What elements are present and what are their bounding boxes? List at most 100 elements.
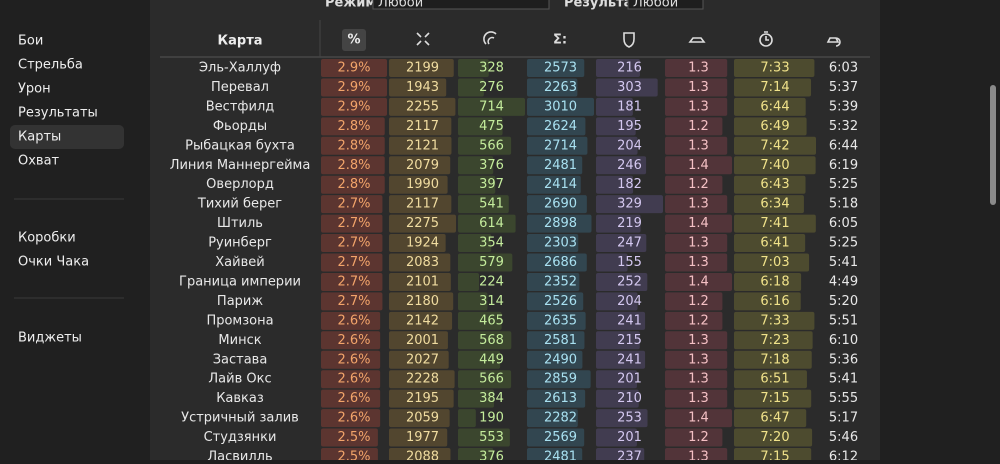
cell-bar <box>527 428 585 447</box>
cell-value: 314 <box>479 294 504 309</box>
column-header[interactable]: % <box>347 33 360 48</box>
icon-timer[interactable] <box>759 33 773 47</box>
cell-bar <box>321 214 383 233</box>
cell-value: 1943 <box>406 80 439 95</box>
cell-value: 6:18 <box>760 274 789 289</box>
cell-bar <box>389 331 448 350</box>
icon-tank[interactable] <box>688 37 706 43</box>
cell-value: 5:46 <box>829 430 858 445</box>
cell-value: 204 <box>617 138 642 153</box>
select-value[interactable]: Любой <box>633 0 678 11</box>
menu-item[interactable]: Бои <box>18 34 43 49</box>
cell-value: 2059 <box>406 411 439 426</box>
cell-value: 2275 <box>406 216 439 231</box>
cell-value: 2.7% <box>337 294 370 309</box>
cell-value: 6:03 <box>829 61 858 76</box>
cell-value: 2573 <box>544 61 577 76</box>
select[interactable] <box>627 0 704 10</box>
cell-bar <box>665 136 728 155</box>
cell-bar <box>734 175 806 194</box>
cell-bar <box>458 156 494 175</box>
cell-bar <box>527 292 584 311</box>
menu-item[interactable]: Стрельба <box>18 58 83 73</box>
menu-item[interactable]: Очки Чака <box>18 255 89 270</box>
cell-value: 2481 <box>544 158 577 173</box>
cell-value: 2490 <box>544 352 577 367</box>
cell-bar <box>389 175 448 194</box>
cell-value: 541 <box>479 197 504 212</box>
map-name: Минск <box>218 333 261 348</box>
cell-value: 1990 <box>406 177 439 192</box>
cell-bar <box>734 195 804 214</box>
cell-value: 246 <box>617 158 642 173</box>
column-header[interactable]: Σ: <box>553 33 567 48</box>
cell-value: 237 <box>617 450 642 461</box>
cell-bar <box>321 117 385 136</box>
cell-value: 1.3 <box>688 236 709 251</box>
cell-bar <box>389 117 452 136</box>
cell-value: 253 <box>617 411 642 426</box>
cell-value: 181 <box>617 99 642 114</box>
cell-bar <box>458 117 503 136</box>
cell-value: 329 <box>617 197 642 212</box>
cell-bar <box>665 175 723 194</box>
cell-bar <box>527 370 591 389</box>
cell-value: 2088 <box>406 450 439 461</box>
cell-value: 2526 <box>544 294 577 309</box>
cell-value: 2303 <box>544 236 577 251</box>
cell-value: 215 <box>617 333 642 348</box>
cell-value: 475 <box>479 119 504 134</box>
sort-indicator <box>342 29 366 51</box>
icon-shield[interactable] <box>623 32 635 48</box>
icon-timer-hand[interactable] <box>764 31 769 41</box>
cell-bar <box>458 331 512 350</box>
select-value[interactable]: Любой <box>378 0 423 11</box>
cell-value: 5:37 <box>829 80 858 95</box>
cell-value: 5:17 <box>829 411 858 426</box>
cell-value: 2859 <box>544 372 577 387</box>
menu-item[interactable]: Коробки <box>18 231 76 246</box>
cell-value: 1.3 <box>688 197 709 212</box>
cell-value: 1.4 <box>688 411 709 426</box>
scrollbar[interactable] <box>990 85 996 205</box>
menu-item[interactable]: Виджеты <box>18 331 82 346</box>
cell-value: 1.3 <box>688 80 709 95</box>
cell-value: 376 <box>479 450 504 461</box>
cell-value: 5:20 <box>829 294 858 309</box>
cell-bar <box>527 311 586 330</box>
menu-item[interactable]: Результаты <box>18 106 98 121</box>
cell-value: 354 <box>479 236 504 251</box>
cell-bar <box>458 311 502 330</box>
cell-value: 6:05 <box>829 216 858 231</box>
cell-bar <box>665 59 728 77</box>
map-name: Устричный залив <box>181 411 299 426</box>
cell-value: 579 <box>479 255 504 270</box>
icon-survive[interactable] <box>826 37 841 47</box>
menu-item[interactable]: Карты <box>18 130 61 145</box>
cell-value: 224 <box>479 274 504 289</box>
cell-value: 2414 <box>544 177 577 192</box>
cell-bar <box>734 389 812 408</box>
cell-value: 7:33 <box>760 61 789 76</box>
column-header[interactable]: Карта <box>217 34 262 49</box>
map-name: Перевал <box>211 80 269 95</box>
cell-bar <box>527 136 588 155</box>
cell-value: 2624 <box>544 119 577 134</box>
cell-bar <box>527 389 586 408</box>
cell-value: 1.3 <box>688 138 709 153</box>
cell-bar <box>389 156 451 175</box>
menu-item[interactable]: Урон <box>18 82 51 97</box>
cell-bar <box>527 272 580 291</box>
menu-item[interactable]: Охват <box>18 154 60 169</box>
cell-value: 6:44 <box>760 99 789 114</box>
icon-assist[interactable] <box>483 31 497 45</box>
cell-value: 376 <box>479 158 504 173</box>
cell-bar <box>665 389 728 408</box>
cell-bar <box>321 195 383 214</box>
select[interactable] <box>372 0 550 10</box>
cell-value: 566 <box>479 372 504 387</box>
icon-target[interactable] <box>416 32 430 46</box>
cell-bar <box>527 409 578 428</box>
cell-bar <box>527 59 585 77</box>
cell-bar <box>665 409 732 428</box>
